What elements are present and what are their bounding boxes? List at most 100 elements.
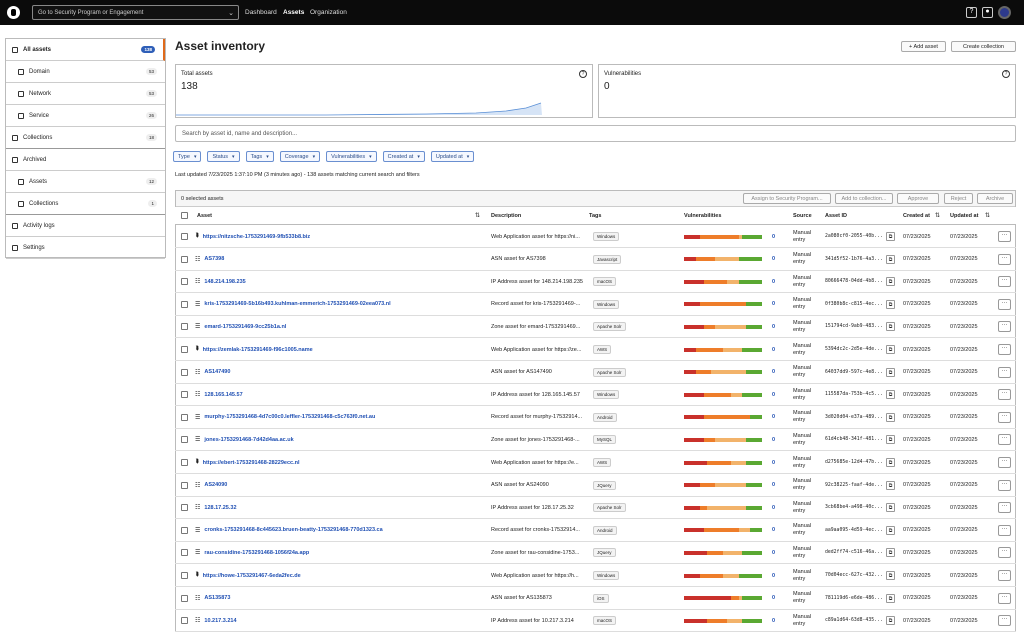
row-menu[interactable]: ··· [998,411,1011,423]
row-menu[interactable]: ··· [998,344,1011,355]
toolbar-button[interactable]: Approve [897,193,939,204]
asset-link[interactable]: kris-1753291469-5b16b493.kuhlman-emmeric… [204,301,391,308]
vuln-count[interactable]: 0 [772,595,776,602]
filter-dropdown[interactable]: Created at ▾ [382,151,425,162]
asset-link[interactable]: rau-considine-1753291468-1056f24a.app [204,549,310,556]
vuln-count[interactable]: 0 [772,301,776,308]
asset-link[interactable]: 148.214.198.235 [204,278,246,285]
toolbar-button[interactable]: Archive [977,193,1013,204]
row-checkbox[interactable] [181,549,188,557]
row-checkbox[interactable] [181,436,188,444]
sort-icon[interactable]: ⇅ [935,213,941,219]
vuln-count[interactable]: 0 [772,369,776,376]
copy-button[interactable]: ⧉ [886,548,895,558]
program-search[interactable]: Go to Security Program or Engagement ⌄ [32,5,239,20]
copy-button[interactable]: ⧉ [886,458,895,467]
copy-button[interactable]: ⧉ [886,593,895,603]
help-icon[interactable]: ? [966,7,977,18]
filter-dropdown[interactable]: Vulnerabilities ▾ [326,151,377,162]
asset-link[interactable]: 10.217.3.214 [204,617,237,624]
vuln-count[interactable]: 0 [772,414,776,421]
row-menu[interactable]: ··· [998,615,1011,627]
logo[interactable] [7,6,20,19]
row-menu[interactable]: ··· [998,321,1011,333]
row-checkbox[interactable] [181,278,188,286]
row-checkbox[interactable] [181,526,188,534]
column-header[interactable]: Updated at [950,213,979,219]
copy-button[interactable]: ⧉ [886,254,895,264]
copy-button[interactable]: ⧉ [886,277,895,287]
select-all-checkbox[interactable] [181,212,188,219]
row-menu[interactable]: ··· [998,457,1011,468]
asset-link[interactable]: cronks-1753291468-8c445623.bruen-beatty-… [204,527,383,534]
sidebar-item[interactable]: Collections 1 [6,193,165,215]
copy-button[interactable]: ⧉ [886,525,895,535]
asset-link[interactable]: https://zemlak-1753291469-f96c1005.name [202,346,313,353]
row-checkbox[interactable] [181,617,188,625]
row-menu[interactable]: ··· [998,524,1011,536]
toolbar-button[interactable]: Add to collection... [835,193,893,204]
asset-link[interactable]: jones-1753291468-7d42d4aa.ac.uk [204,436,294,443]
vuln-count[interactable]: 0 [772,346,776,353]
vuln-count[interactable]: 0 [772,323,776,330]
row-checkbox[interactable] [181,368,188,376]
sidebar-item[interactable]: Archived [6,149,165,171]
filter-dropdown[interactable]: Status ▾ [207,151,240,162]
copy-button[interactable]: ⧉ [886,616,895,626]
sidebar-item[interactable]: All assets 138 [6,39,165,61]
row-checkbox[interactable] [181,300,188,308]
copy-button[interactable]: ⧉ [886,322,895,332]
vuln-count[interactable]: 0 [772,617,776,624]
row-menu[interactable]: ··· [998,366,1011,378]
nav-link[interactable]: Assets [283,9,305,16]
row-checkbox[interactable] [181,346,188,353]
sidebar-item[interactable]: Settings [6,237,165,259]
vuln-count[interactable]: 0 [772,391,776,398]
copy-button[interactable]: ⧉ [886,299,895,309]
copy-button[interactable]: ⧉ [886,435,895,445]
asset-link[interactable]: AS147490 [204,369,231,376]
add-asset-button[interactable]: + Add asset [901,41,946,52]
row-checkbox[interactable] [181,504,188,512]
row-menu[interactable]: ··· [998,592,1011,604]
help-icon[interactable]: ? [579,70,587,78]
column-header[interactable]: Description [491,213,522,219]
copy-button[interactable]: ⧉ [886,232,895,241]
vuln-count[interactable]: 0 [772,527,776,534]
asset-link[interactable]: AS24090 [204,482,228,489]
row-checkbox[interactable] [181,323,188,331]
row-checkbox[interactable] [181,255,188,263]
vuln-count[interactable]: 0 [772,482,776,489]
copy-button[interactable]: ⧉ [886,390,895,400]
row-menu[interactable]: ··· [998,389,1011,401]
column-header[interactable]: Asset [197,213,212,219]
asset-link[interactable]: https://howe-1753291467-6eda2fec.de [202,572,301,579]
row-checkbox[interactable] [181,413,188,421]
sidebar-item[interactable]: Network 53 [6,83,165,105]
copy-button[interactable]: ⧉ [886,480,895,490]
vuln-count[interactable]: 0 [772,549,776,556]
row-checkbox[interactable] [181,481,188,489]
row-checkbox[interactable] [181,233,188,240]
asset-link[interactable]: https://ebert-1753291468-28229ecc.nl [202,459,300,466]
copy-button[interactable]: ⧉ [886,412,895,422]
row-menu[interactable]: ··· [998,253,1011,265]
row-menu[interactable]: ··· [998,434,1011,446]
copy-button[interactable]: ⧉ [886,571,895,580]
row-checkbox[interactable] [181,572,188,579]
filter-dropdown[interactable]: Tags ▾ [245,151,274,162]
nav-link[interactable]: Organization [310,9,347,16]
column-header[interactable]: Created at [903,213,930,219]
toolbar-button[interactable]: Assign to Security Program... [743,193,831,204]
row-checkbox[interactable] [181,391,188,399]
row-menu[interactable]: ··· [998,276,1011,288]
row-menu[interactable]: ··· [998,547,1011,559]
column-header[interactable]: Source [793,213,812,219]
vuln-count[interactable]: 0 [772,436,776,443]
sort-icon[interactable]: ⇅ [475,213,481,219]
asset-link[interactable]: 128.17.25.32 [204,504,237,511]
row-menu[interactable]: ··· [998,298,1011,310]
row-checkbox[interactable] [181,594,188,602]
copy-button[interactable]: ⧉ [886,503,895,513]
filter-dropdown[interactable]: Updated at ▾ [430,151,475,162]
